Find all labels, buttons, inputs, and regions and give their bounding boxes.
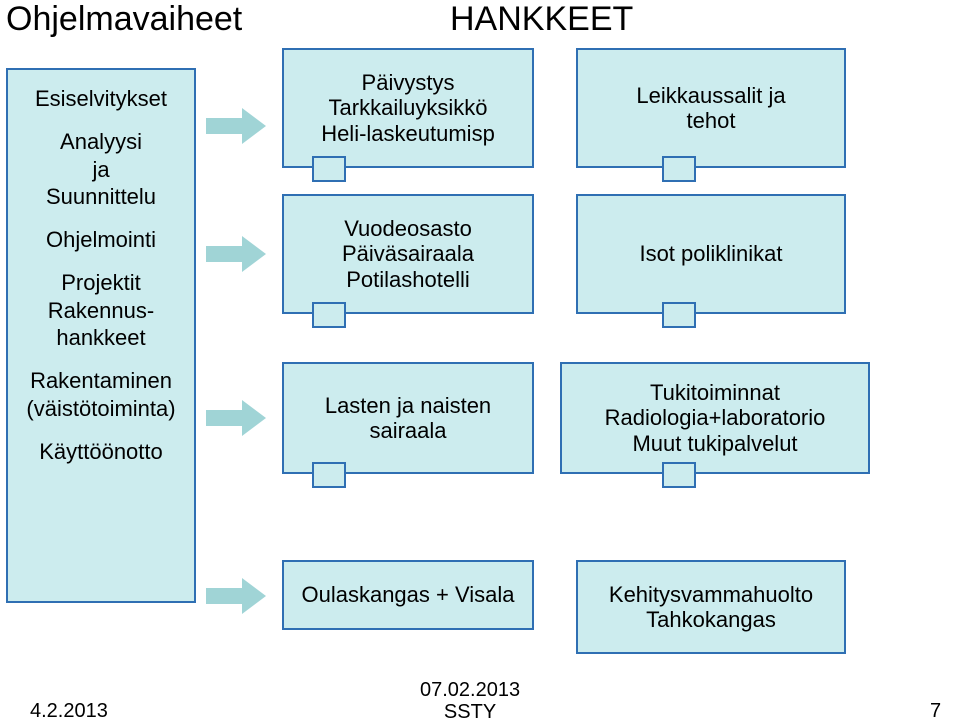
connector-box	[312, 462, 346, 488]
phases-box: Esiselvitykset Analyysi jaSuunnittelu Ohjel…	[6, 68, 196, 603]
arrow-right-icon	[206, 578, 266, 614]
footer-mid-line: SSTY	[420, 701, 520, 723]
project-line: Tarkkailuyksikkö	[329, 95, 488, 120]
project-line: sairaala	[369, 418, 446, 443]
project-line: Päiväsairaala	[342, 241, 474, 266]
phases-line: Suunnittelu	[46, 184, 156, 209]
project-line: Tukitoiminnat	[650, 380, 780, 405]
arrow-right-icon	[206, 400, 266, 436]
phases-line: Esiselvitykset	[35, 86, 167, 111]
project-line: Kehitysvammahuolto	[609, 582, 813, 607]
project-line: Lasten ja naisten	[325, 393, 491, 418]
project-box: Oulaskangas + Visala	[282, 560, 534, 630]
phases-line: Rakentaminen	[30, 368, 172, 393]
phases-line: (väistötoiminta)	[26, 396, 175, 421]
project-box-right: Leikkaussalit jatehot	[576, 48, 846, 168]
project-line: Heli-laskeutumisp	[321, 121, 495, 146]
title-left: Ohjelmavaiheet	[6, 0, 242, 39]
project-box-right: TukitoiminnatRadiologia+laboratorioMuut …	[560, 362, 870, 474]
project-line: Leikkaussalit ja	[636, 83, 785, 108]
project-box: PäivystysTarkkailuyksikköHeli-laskeutumi…	[282, 48, 534, 168]
phases-line: Rakennus-	[48, 298, 154, 323]
project-box: Lasten ja naistensairaala	[282, 362, 534, 474]
connector-box	[662, 462, 696, 488]
project-box: VuodeosastoPäiväsairaalaPotilashotelli	[282, 194, 534, 314]
connector-box	[312, 156, 346, 182]
project-box-right: Isot poliklinikat	[576, 194, 846, 314]
project-line: Muut tukipalvelut	[632, 431, 797, 456]
project-line: Vuodeosasto	[344, 216, 472, 241]
phases-line: hankkeet	[56, 325, 145, 350]
project-line: Tahkokangas	[646, 607, 776, 632]
title-right: HANKKEET	[450, 0, 633, 39]
connector-box	[662, 156, 696, 182]
connector-box	[312, 302, 346, 328]
project-line: Päivystys	[362, 70, 455, 95]
footer-page-number: 7	[930, 700, 941, 723]
project-line: Oulaskangas + Visala	[301, 582, 514, 607]
phases-line: ja	[92, 157, 109, 182]
connector-box	[662, 302, 696, 328]
project-line: Radiologia+laboratorio	[605, 405, 826, 430]
footer-left-date: 4.2.2013	[30, 700, 108, 723]
footer-mid: 07.02.2013SSTY	[420, 679, 520, 723]
arrow-right-icon	[206, 108, 266, 144]
project-box-right: KehitysvammahuoltoTahkokangas	[576, 560, 846, 654]
phases-line: Käyttöönotto	[39, 439, 163, 464]
arrow-right-icon	[206, 236, 266, 272]
phases-line: Ohjelmointi	[46, 227, 156, 252]
project-line: Potilashotelli	[346, 267, 470, 292]
phases-line: Analyysi	[60, 129, 142, 154]
footer-mid-line: 07.02.2013	[420, 679, 520, 701]
project-line: Isot poliklinikat	[639, 241, 782, 266]
phases-line: Projektit	[61, 270, 140, 295]
project-line: tehot	[687, 108, 736, 133]
